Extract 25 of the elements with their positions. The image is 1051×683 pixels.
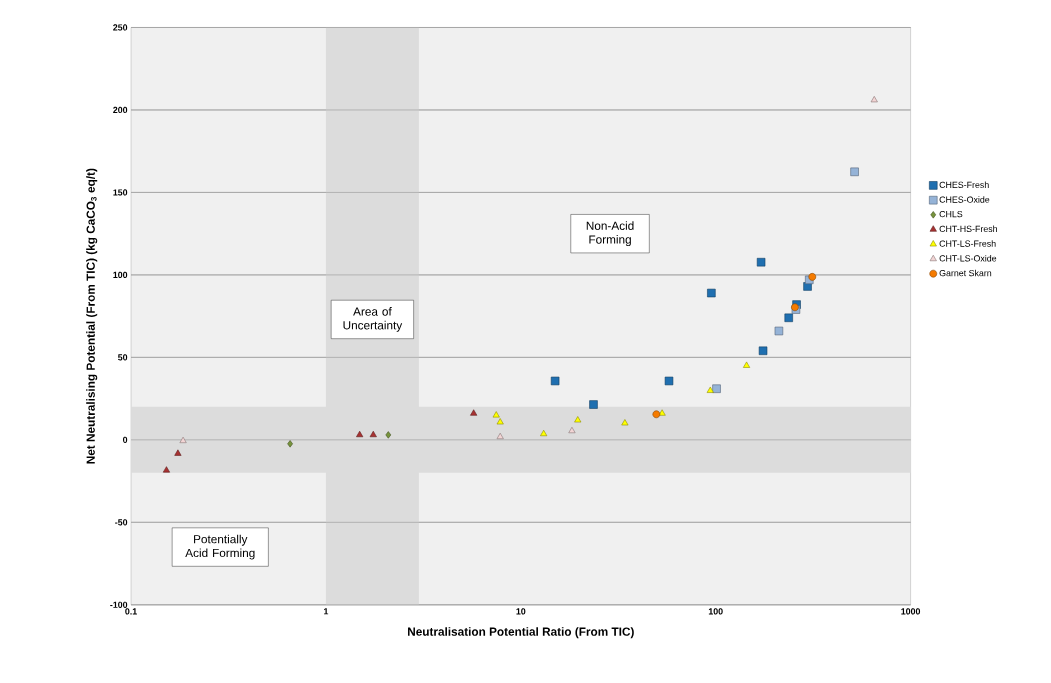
y-tick-label: 150 [113, 189, 128, 196]
legend-label: CHLS [939, 210, 963, 218]
band-label: Area of Uncertainty [343, 306, 403, 332]
legend-label: CHT-HS-Fresh [939, 225, 997, 232]
y-tick-label: 100 [113, 271, 128, 278]
y-tick-label: 0 [123, 436, 128, 443]
legend-label: CHES-Fresh [939, 181, 989, 188]
y-tick-label: 50 [118, 354, 128, 361]
x-tick-label: 100 [708, 608, 723, 615]
x-tick-label: 1 [324, 608, 329, 615]
legend-label: CHT-LS-Fresh [939, 240, 996, 247]
x-axis-title: Neutralisation Potential Ratio (From TIC) [408, 626, 634, 638]
x-tick-label: 1000 [901, 608, 921, 615]
y-axis-title: Net Neutralising Potential (From TIC) (kg CaCO$_{3}$ eq/t) [86, 168, 98, 464]
annotation: Non-Acid Forming [586, 221, 634, 246]
legend-label: CHES-Oxide [939, 196, 990, 203]
x-tick-label: 10 [516, 608, 526, 615]
y-tick-label: 200 [113, 106, 128, 113]
y-tick-label: -50 [115, 519, 128, 526]
y-tick-label: -100 [110, 601, 128, 608]
legend-label: CHT-LS-Oxide [939, 254, 997, 262]
legend-label: Garnet Skarn [939, 269, 992, 277]
annotation: Potentially Acid Forming [185, 534, 255, 560]
y-tick-label: 250 [113, 24, 128, 31]
x-tick-label: 0.1 [125, 608, 137, 615]
